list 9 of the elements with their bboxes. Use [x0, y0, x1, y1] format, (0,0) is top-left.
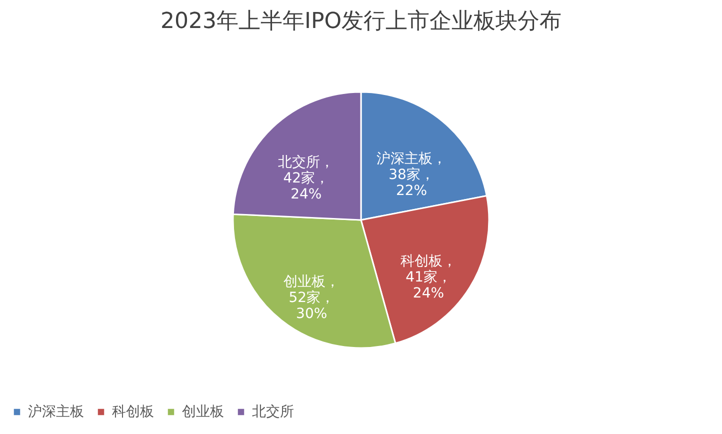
- legend-label: 创业板: [182, 404, 224, 420]
- data-label: 北交所， 42家， 24%: [278, 154, 334, 203]
- legend-label: 北交所: [252, 404, 294, 420]
- data-label: 科创板， 41家， 24%: [400, 254, 456, 302]
- legend-label: 沪深主板: [28, 404, 84, 420]
- chart-title: 2023年上半年IPO发行上市企业板块分布: [160, 9, 562, 34]
- legend-label: 科创板: [112, 404, 154, 420]
- data-label: 创业板， 52家， 30%: [284, 274, 340, 322]
- data-label: 沪深主板， 38家， 22%: [376, 150, 447, 199]
